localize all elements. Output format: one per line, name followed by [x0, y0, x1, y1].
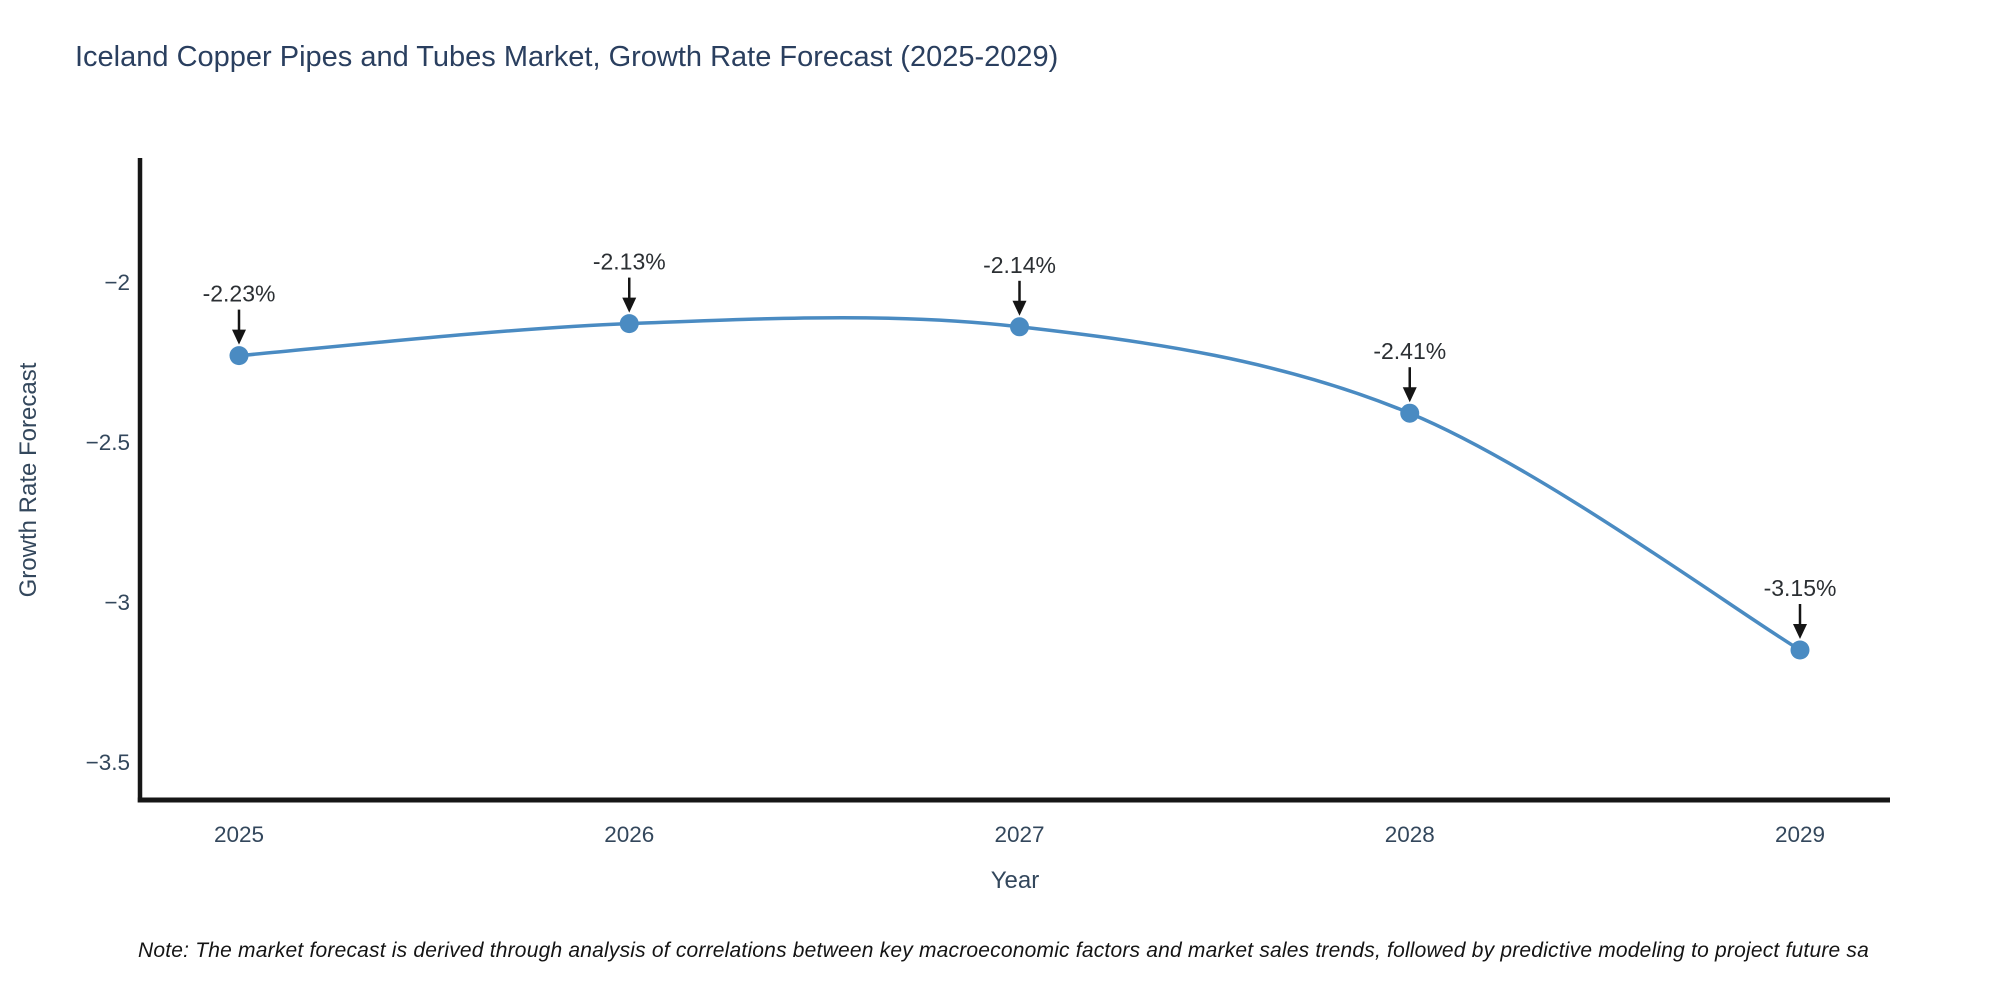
annotation-label: -2.14%	[983, 252, 1056, 278]
data-point-marker	[1790, 640, 1810, 660]
data-point-marker	[1010, 317, 1029, 337]
x-tick-label: 2027	[994, 822, 1044, 847]
annotation-arrowhead	[1012, 300, 1027, 316]
trend-line	[237, 315, 1802, 652]
x-tick-label: 2026	[604, 822, 654, 847]
annotation-label: -3.15%	[1764, 575, 1837, 601]
annotation-label: -2.23%	[203, 281, 276, 307]
x-tick-label: 2028	[1385, 822, 1435, 847]
annotation-arrowhead	[1793, 624, 1807, 639]
footnote: Note: The market forecast is derived thr…	[138, 939, 1869, 962]
data-point-marker	[1400, 403, 1420, 423]
data-point-marker	[229, 346, 249, 366]
x-tick-label: 2029	[1775, 822, 1825, 847]
plot-area: −2 −2.5 −3 −3.5 2025 2026 2027 2028 2029 -2.23% -2…	[86, 249, 1837, 847]
chart-title: Iceland Copper Pipes and Tubes Market, G…	[75, 41, 1058, 73]
x-axis-title: Year	[991, 867, 1040, 894]
annotation-arrowhead	[232, 329, 246, 345]
annotation-label: -2.41%	[1373, 338, 1446, 364]
y-tick-label: −2.5	[86, 430, 130, 455]
y-tick-label: −3	[104, 590, 130, 615]
x-tick-label: 2025	[214, 822, 264, 847]
annotation-label: -2.13%	[593, 249, 666, 275]
y-tick-label: −3.5	[86, 750, 130, 775]
data-point-marker	[619, 314, 639, 334]
annotation-arrowhead	[1402, 387, 1417, 403]
y-axis-title: Growth Rate Forecast	[15, 362, 42, 597]
annotation-arrowhead	[622, 297, 637, 313]
y-tick-label: −2	[104, 270, 130, 295]
